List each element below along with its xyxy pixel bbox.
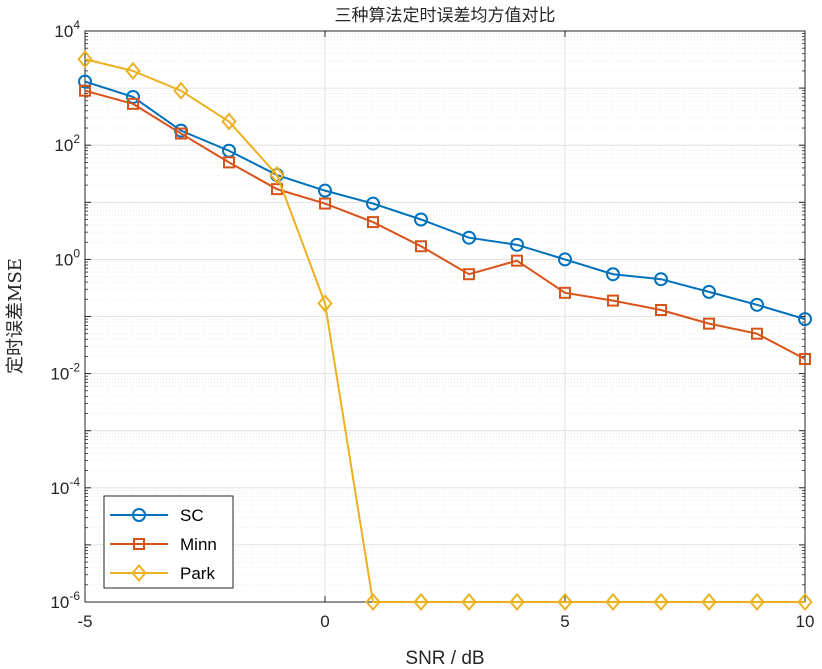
data-point-minn	[751, 327, 763, 340]
data-point-minn	[127, 97, 139, 110]
axis-ticks	[84, 30, 806, 603]
y-tick-label: 104	[54, 18, 80, 41]
legend-marker-minn	[133, 538, 145, 550]
data-point-park	[797, 592, 813, 612]
data-point-park	[125, 61, 141, 80]
data-point-minn	[559, 286, 571, 299]
y-tick-label: 100	[54, 246, 80, 269]
data-point-minn	[703, 317, 715, 330]
x-tick-labels: -5 0 5 10	[77, 612, 814, 631]
y-axis-label: 定时误差MSE	[5, 258, 26, 374]
series-minn	[79, 84, 811, 366]
data-point-minn	[799, 353, 811, 366]
legend-marker-sc	[132, 508, 146, 522]
legend-item-sc: SC	[110, 506, 204, 525]
legend-item-minn: Minn	[110, 535, 217, 554]
data-point-minn	[175, 127, 187, 140]
data-point-park	[605, 592, 621, 612]
data-point-minn	[367, 216, 379, 229]
data-point-park	[749, 592, 765, 612]
x-tick-label: 5	[560, 612, 569, 631]
data-point-sc	[414, 212, 428, 227]
data-point-sc	[366, 196, 380, 211]
data-point-sc	[318, 183, 332, 198]
data-point-sc	[798, 312, 812, 327]
series-line-minn	[84, 89, 806, 360]
legend-label-park: Park	[180, 564, 215, 583]
data-point-park	[365, 592, 381, 612]
data-point-park	[77, 50, 93, 69]
data-point-minn	[79, 84, 91, 97]
legend-box	[103, 495, 234, 589]
legend-label-sc: SC	[180, 506, 204, 525]
data-point-minn	[415, 240, 427, 253]
data-point-park	[317, 294, 333, 313]
data-point-minn	[607, 294, 619, 307]
series-layer	[77, 50, 813, 612]
y-tick-label: 102	[54, 132, 80, 155]
data-point-sc	[558, 252, 572, 267]
data-point-park	[173, 81, 189, 100]
legend-label-minn: Minn	[180, 535, 217, 554]
data-point-minn	[511, 254, 523, 267]
data-point-park	[701, 592, 717, 612]
data-point-sc	[654, 272, 668, 287]
x-axis-label: SNR / dB	[405, 648, 484, 669]
data-point-minn	[463, 268, 475, 281]
x-tick-label: 0	[320, 612, 329, 631]
data-point-sc	[78, 74, 92, 89]
y-tick-label: 10-6	[50, 589, 80, 612]
legend-marker-park	[131, 563, 147, 583]
data-point-sc	[606, 267, 620, 282]
data-point-sc	[462, 230, 476, 245]
series-park	[77, 50, 813, 612]
data-point-minn	[319, 197, 331, 210]
data-point-park	[221, 112, 237, 131]
data-point-sc	[702, 284, 716, 299]
series-line-sc	[84, 80, 806, 321]
y-tick-labels: 10-6 10-4 10-2 100 102 104	[50, 18, 80, 612]
data-point-park	[269, 166, 285, 185]
y-tick-label: 10-2	[50, 361, 80, 384]
y-tick-label: 10-4	[50, 475, 80, 498]
data-point-minn	[223, 156, 235, 169]
data-point-park	[509, 592, 525, 612]
data-point-minn	[655, 303, 667, 316]
x-tick-label: 10	[796, 612, 815, 631]
data-point-park	[413, 592, 429, 612]
legend: SC Minn Park	[103, 495, 234, 589]
x-tick-label: -5	[77, 612, 92, 631]
data-point-park	[557, 592, 573, 612]
data-point-sc	[750, 297, 764, 312]
data-point-park	[653, 592, 669, 612]
series-line-park	[84, 58, 805, 603]
legend-item-park: Park	[110, 563, 215, 583]
data-point-park	[461, 592, 477, 612]
data-point-sc	[510, 237, 524, 252]
chart-title: 三种算法定时误差均方值对比	[335, 6, 556, 26]
